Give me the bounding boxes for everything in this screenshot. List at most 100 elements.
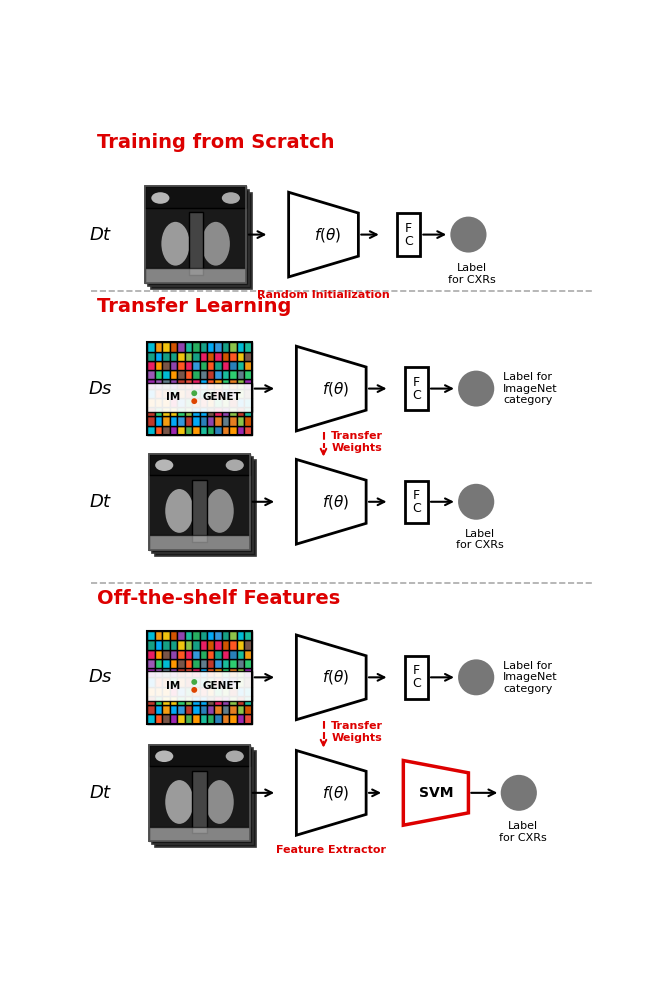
FancyBboxPatch shape [170,352,177,361]
FancyBboxPatch shape [214,696,222,705]
FancyBboxPatch shape [237,426,244,435]
FancyBboxPatch shape [222,705,229,714]
FancyBboxPatch shape [147,361,155,370]
FancyBboxPatch shape [184,669,192,677]
Polygon shape [288,192,358,277]
Text: GENET: GENET [202,681,241,691]
FancyBboxPatch shape [207,640,214,650]
FancyBboxPatch shape [177,659,184,669]
FancyBboxPatch shape [145,268,246,283]
FancyBboxPatch shape [237,388,244,397]
FancyBboxPatch shape [145,186,246,283]
FancyBboxPatch shape [207,416,214,426]
FancyBboxPatch shape [155,416,162,426]
FancyBboxPatch shape [162,650,170,659]
FancyBboxPatch shape [222,352,229,361]
FancyBboxPatch shape [162,631,170,640]
FancyBboxPatch shape [155,388,162,397]
FancyBboxPatch shape [147,383,252,412]
FancyBboxPatch shape [237,640,244,650]
FancyBboxPatch shape [155,677,162,686]
FancyBboxPatch shape [237,342,244,352]
FancyBboxPatch shape [214,388,222,397]
Text: F
C: F C [412,665,421,690]
Text: Random Initialization: Random Initialization [257,290,390,300]
Text: IM: IM [166,681,180,691]
FancyBboxPatch shape [207,659,214,669]
FancyBboxPatch shape [207,669,214,677]
FancyBboxPatch shape [207,686,214,696]
FancyBboxPatch shape [177,714,184,724]
FancyBboxPatch shape [229,352,237,361]
Text: Transfer
Weights: Transfer Weights [331,431,383,453]
FancyBboxPatch shape [155,361,162,370]
FancyBboxPatch shape [192,426,200,435]
FancyBboxPatch shape [237,380,244,388]
FancyBboxPatch shape [155,650,162,659]
FancyBboxPatch shape [155,342,162,352]
Text: Feature Extractor: Feature Extractor [276,845,386,855]
FancyBboxPatch shape [155,696,162,705]
FancyBboxPatch shape [222,669,229,677]
FancyBboxPatch shape [149,744,250,766]
FancyBboxPatch shape [162,397,170,407]
Text: $Ds$: $Ds$ [88,669,113,686]
FancyBboxPatch shape [170,342,177,352]
FancyBboxPatch shape [222,714,229,724]
FancyBboxPatch shape [170,416,177,426]
Text: $Dt$: $Dt$ [89,226,112,244]
FancyBboxPatch shape [153,747,253,844]
Text: $Dt$: $Dt$ [89,784,112,802]
FancyBboxPatch shape [145,186,246,208]
FancyBboxPatch shape [192,479,206,542]
FancyBboxPatch shape [222,397,229,407]
Ellipse shape [226,459,244,471]
FancyBboxPatch shape [184,677,192,686]
FancyBboxPatch shape [405,480,428,523]
FancyBboxPatch shape [177,380,184,388]
FancyBboxPatch shape [192,714,200,724]
FancyBboxPatch shape [147,659,155,669]
Polygon shape [296,635,366,720]
FancyBboxPatch shape [244,352,252,361]
FancyBboxPatch shape [147,352,155,361]
FancyBboxPatch shape [200,650,207,659]
Polygon shape [404,760,468,825]
FancyBboxPatch shape [214,416,222,426]
Circle shape [459,485,494,519]
FancyBboxPatch shape [162,696,170,705]
Text: F
C: F C [404,222,413,247]
FancyBboxPatch shape [162,416,170,426]
FancyBboxPatch shape [192,659,200,669]
Text: GENET: GENET [202,392,241,402]
FancyBboxPatch shape [149,826,250,841]
FancyBboxPatch shape [200,640,207,650]
FancyBboxPatch shape [177,696,184,705]
Circle shape [191,398,197,404]
Text: $f(\theta)$: $f(\theta)$ [322,493,349,511]
FancyBboxPatch shape [184,631,192,640]
FancyBboxPatch shape [244,631,252,640]
Text: Label
for CXRs: Label for CXRs [499,821,547,843]
FancyBboxPatch shape [149,454,250,475]
FancyBboxPatch shape [155,714,162,724]
FancyBboxPatch shape [170,361,177,370]
FancyBboxPatch shape [229,342,237,352]
Text: $Ds$: $Ds$ [88,380,113,397]
FancyBboxPatch shape [149,189,249,286]
Circle shape [501,776,536,810]
Circle shape [459,661,494,694]
FancyBboxPatch shape [237,677,244,686]
FancyBboxPatch shape [244,342,252,352]
FancyBboxPatch shape [237,696,244,705]
Ellipse shape [165,489,193,532]
Text: SVM: SVM [419,786,453,800]
FancyBboxPatch shape [229,380,237,388]
FancyBboxPatch shape [192,388,200,397]
Ellipse shape [222,192,240,204]
FancyBboxPatch shape [192,705,200,714]
FancyBboxPatch shape [147,380,155,388]
FancyBboxPatch shape [192,650,200,659]
FancyBboxPatch shape [153,457,253,553]
Text: F
C: F C [412,489,421,515]
